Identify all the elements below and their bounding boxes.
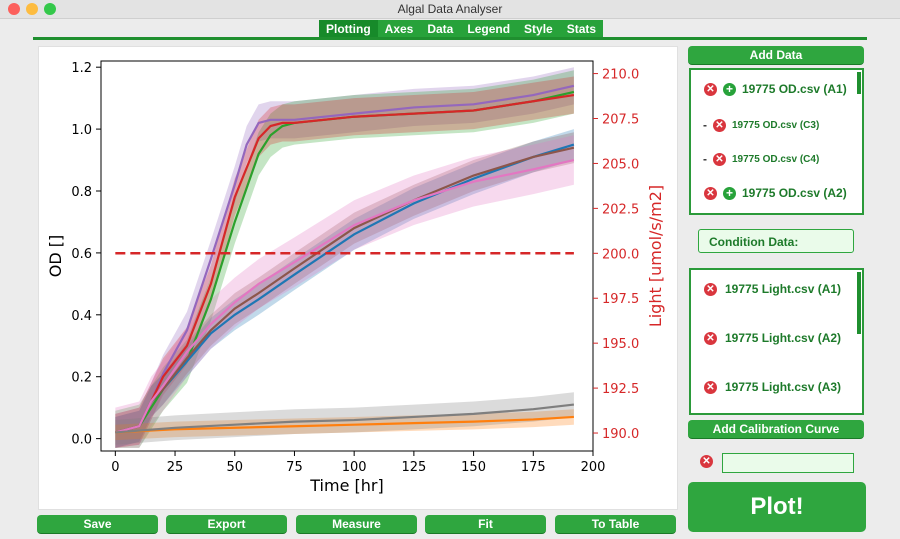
list-item[interactable]: ✕ 19775 Light.csv (A2) — [704, 331, 841, 345]
x-tick-label: 125 — [401, 460, 426, 475]
series-5-band — [115, 135, 574, 448]
plot-button[interactable]: Plot! — [688, 482, 866, 532]
condition-data-label: Condition Data: — [698, 229, 854, 253]
file-label: 19775 OD.csv (C4) — [732, 153, 820, 165]
od-light-chart: 0 25 50 75 100 125 150 175 200 0.0 0.2 0.4 0.6 0.8 1.… — [46, 60, 665, 495]
tab-legend[interactable]: Legend — [460, 20, 518, 38]
y-axis-label: OD [] — [46, 235, 65, 277]
list-item[interactable]: - ✕ 19775 OD.csv (C3) — [703, 118, 819, 132]
series-7-line — [115, 403, 575, 434]
series-3-band — [115, 129, 574, 448]
y2-tick-label: 205.0 — [602, 157, 639, 172]
list-item[interactable]: ✕ 19775 Light.csv (A1) — [704, 282, 841, 296]
tab-plotting[interactable]: Plotting — [319, 20, 378, 38]
tab-style[interactable]: Style — [517, 20, 560, 38]
y2-tick-label: 202.5 — [602, 202, 639, 217]
y2-axis-label: Light [umol/s/m2] — [646, 185, 665, 327]
y-tick-label: 0.4 — [71, 309, 92, 324]
x-tick-label: 100 — [342, 460, 367, 475]
tab-data[interactable]: Data — [420, 20, 461, 38]
tab-axes[interactable]: Axes — [377, 20, 421, 38]
x-tick-label: 0 — [111, 460, 119, 475]
close-icon[interactable]: ✕ — [704, 186, 717, 200]
series-0-band — [115, 67, 574, 448]
scrollbar[interactable] — [857, 272, 861, 334]
close-icon[interactable]: ✕ — [704, 380, 717, 394]
add-calibration-curve-button[interactable]: Add Calibration Curve — [688, 420, 864, 439]
dash-marker: - — [703, 152, 707, 166]
close-window-button[interactable] — [8, 3, 20, 15]
scrollbar[interactable] — [857, 72, 861, 94]
tab-divider — [33, 37, 867, 40]
list-item[interactable]: ✕ + 19775 OD.csv (A1) — [704, 82, 847, 96]
dash-marker: - — [703, 118, 707, 132]
series-2-band — [115, 76, 574, 448]
y2-tick-label: 207.5 — [602, 113, 639, 128]
data-file-list: ✕ + 19775 OD.csv (A1) - ✕ 19775 OD.csv (… — [689, 68, 864, 215]
window-title: Algal Data Analyser — [397, 2, 503, 16]
x-tick-label: 50 — [226, 460, 243, 475]
save-button[interactable]: Save — [37, 515, 158, 534]
calibration-field[interactable] — [722, 453, 854, 473]
add-data-button[interactable]: Add Data — [688, 46, 864, 65]
plus-icon[interactable]: + — [723, 82, 736, 96]
x-axis-label: Time [hr] — [309, 476, 383, 495]
x-tick-label: 25 — [167, 460, 184, 475]
close-icon[interactable]: ✕ — [704, 282, 717, 296]
series-4-band — [115, 132, 574, 448]
plot-frame — [100, 60, 594, 452]
file-label: 19775 Light.csv (A2) — [725, 331, 842, 345]
file-label: 19775 Light.csv (A3) — [725, 380, 842, 394]
x-tick-label: 200 — [581, 460, 606, 475]
minimize-window-button[interactable] — [26, 3, 38, 15]
series-1-band — [115, 70, 574, 448]
x-tick-label: 175 — [521, 460, 546, 475]
y-tick-label: 0.6 — [71, 247, 92, 262]
close-icon[interactable]: ✕ — [713, 118, 726, 132]
tab-stats[interactable]: Stats — [559, 20, 604, 38]
close-icon[interactable]: ✕ — [704, 82, 717, 96]
condition-file-list: ✕ 19775 Light.csv (A1) ✕ 19775 Light.csv… — [689, 268, 864, 415]
tab-bar: Plotting Axes Data Legend Style Stats — [319, 20, 604, 38]
y2-tick-label: 195.0 — [602, 337, 639, 352]
y-tick-label: 1.2 — [71, 61, 92, 76]
y2-tick-label: 192.5 — [602, 382, 639, 397]
close-icon[interactable]: ✕ — [713, 152, 726, 166]
x-tick-label: 75 — [286, 460, 303, 475]
to-table-button[interactable]: To Table — [555, 515, 676, 534]
y-tick-label: 0.2 — [71, 371, 92, 386]
fit-button[interactable]: Fit — [425, 515, 546, 534]
close-icon[interactable]: ✕ — [704, 331, 717, 345]
close-icon[interactable]: ✕ — [700, 455, 713, 468]
list-item[interactable]: ✕ 19775 Light.csv (A3) — [704, 380, 841, 394]
plot-panel: 0 25 50 75 100 125 150 175 200 0.0 0.2 0.4 0.6 0.8 1.… — [38, 46, 678, 510]
file-label: 19775 OD.csv (A2) — [742, 186, 847, 200]
y2-tick-label: 197.5 — [602, 292, 639, 307]
series-2-line — [115, 93, 575, 434]
file-label: 19775 OD.csv (A1) — [742, 82, 847, 96]
file-label: 19775 Light.csv (A1) — [725, 282, 842, 296]
y2-tick-label: 200.0 — [602, 247, 639, 262]
list-item[interactable]: ✕ + 19775 OD.csv (A2) — [704, 186, 847, 200]
series-7-band — [115, 392, 574, 445]
y-tick-label: 0.0 — [71, 433, 92, 448]
y-tick-label: 1.0 — [71, 123, 92, 138]
measure-button[interactable]: Measure — [296, 515, 417, 534]
y-tick-label: 0.8 — [71, 185, 92, 200]
title-bar: Algal Data Analyser — [0, 0, 900, 19]
file-label: 19775 OD.csv (C3) — [732, 119, 820, 131]
list-item[interactable]: - ✕ 19775 OD.csv (C4) — [703, 152, 819, 166]
zoom-window-button[interactable] — [44, 3, 56, 15]
series-6-line — [115, 415, 574, 434]
plus-icon[interactable]: + — [723, 186, 736, 200]
export-button[interactable]: Export — [166, 515, 287, 534]
series-5-line — [115, 158, 575, 434]
x-tick-label: 150 — [461, 460, 486, 475]
y2-tick-label: 210.0 — [602, 68, 639, 83]
y2-tick-label: 190.0 — [602, 427, 639, 442]
